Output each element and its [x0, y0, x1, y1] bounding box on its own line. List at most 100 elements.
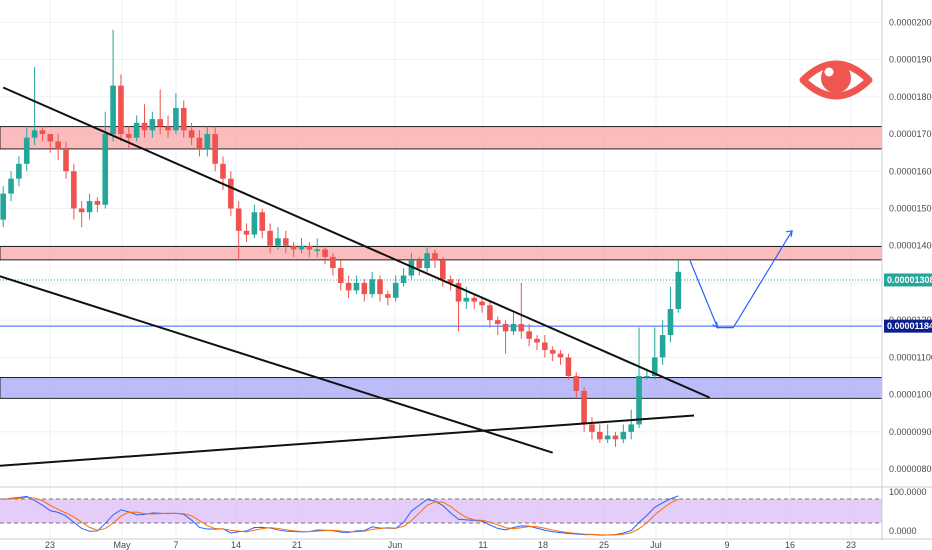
candle-body: [667, 309, 674, 336]
candle-body: [133, 122, 140, 138]
eye-icon: [799, 60, 873, 100]
candle-body: [251, 212, 258, 235]
price-tick-label: 0.00001400: [889, 241, 932, 251]
price-tick-label: 0.00001000: [889, 390, 932, 400]
candle-body: [400, 275, 407, 283]
projection-arrowhead: [712, 321, 719, 329]
candle-body: [589, 424, 595, 432]
candle-body: [110, 85, 116, 135]
candle-body: [353, 282, 360, 291]
candle-body: [23, 137, 30, 164]
candle-body: [157, 119, 163, 127]
candle-body: [542, 342, 548, 350]
candle-body: [447, 279, 454, 283]
candle-body: [275, 238, 281, 246]
date-tick-label: 23: [846, 540, 856, 550]
candle-body: [534, 338, 540, 343]
stoch-tick-label: 0.0000: [889, 526, 917, 536]
date-tick-label: 16: [785, 540, 795, 550]
candle-body: [78, 208, 85, 213]
candle-body: [636, 376, 642, 425]
date-tick-label: 21: [292, 540, 302, 550]
price-tick-label: 0.00002000: [889, 17, 932, 27]
price-tick-label: 0.00000800: [889, 464, 932, 474]
candle-body: [173, 107, 179, 131]
stoch-k-line: [3, 495, 679, 536]
price-tick-label: 0.00000900: [889, 427, 932, 437]
candle-body: [440, 260, 446, 280]
candle-body: [432, 253, 438, 261]
candle-body: [118, 85, 124, 135]
date-tick-label: 18: [538, 540, 548, 550]
candle-body: [86, 201, 93, 213]
projection-arrowhead: [786, 230, 793, 237]
candle-body: [126, 134, 132, 138]
candle-body: [494, 320, 501, 324]
candle-body: [644, 376, 650, 378]
candle-body: [628, 424, 634, 432]
date-tick-label: 9: [724, 540, 729, 550]
candle-body: [581, 390, 587, 425]
eye-iris: [821, 63, 851, 93]
candle-body: [392, 282, 399, 298]
candle-body: [597, 431, 603, 440]
price-tick-label: 0.00001700: [889, 129, 932, 139]
candle-body: [235, 208, 242, 231]
candle-body: [659, 335, 666, 358]
date-tick-label: Jul: [650, 540, 662, 550]
blue-level-tag: [884, 319, 932, 333]
stoch-d-line: [3, 496, 679, 536]
candle-body: [526, 331, 532, 339]
candle-body: [16, 163, 22, 179]
candle-body: [0, 193, 6, 220]
eye-highlight: [824, 67, 834, 77]
candle-body: [306, 245, 313, 250]
candle-body: [424, 253, 430, 269]
candle-body: [408, 260, 415, 276]
candle-body: [502, 323, 509, 332]
candle-body: [259, 212, 266, 231]
candle-body: [212, 134, 218, 164]
candle-body: [102, 134, 109, 205]
candle-body: [377, 279, 383, 295]
date-tick-label: 25: [599, 540, 609, 550]
candle-body: [204, 134, 211, 149]
candle-body: [243, 230, 250, 235]
date-tick-label: 14: [231, 540, 241, 550]
blue-level-label: 0.00001184: [887, 321, 932, 331]
last-price-label: 0.00001308: [887, 275, 932, 285]
candle-body: [487, 305, 493, 321]
price-axis: 0.00002000 0.00001900 0.00001800 0.00001700…: [881, 0, 932, 540]
date-tick-label: 7: [173, 540, 178, 550]
last-price-tag: [884, 273, 932, 287]
candle-body: [675, 271, 682, 310]
time-axis: 23 May 7 14 21 Jun 11 18 25 Jul 9 16 23: [0, 538, 932, 550]
price-tick-label: 0.00001900: [889, 55, 932, 65]
candle-body: [94, 201, 101, 205]
trendlines: [0, 86, 793, 467]
candle-body: [557, 353, 564, 358]
candle-body: [298, 245, 305, 250]
trendline: [0, 275, 554, 454]
resistance-zone-lower: [0, 245, 883, 261]
price-zones: [0, 126, 883, 399]
candle-body: [573, 376, 580, 391]
price-tick-label: 0.00001800: [889, 92, 932, 102]
candle-body: [416, 260, 423, 269]
candle-body: [330, 256, 336, 269]
date-tick-label: 23: [45, 540, 55, 550]
price-tick-label: 0.00001500: [889, 203, 932, 213]
projection-path: [689, 230, 793, 329]
candle-body: [283, 238, 289, 246]
date-tick-label: Jun: [388, 540, 403, 550]
candle-body: [63, 148, 69, 172]
price-tick-label: 0.00001600: [889, 166, 932, 176]
candle-body: [71, 171, 77, 209]
date-tick-label: May: [113, 540, 131, 550]
stochastic-panel: [0, 486, 932, 536]
eye-outline: [799, 60, 873, 100]
candle-body: [180, 107, 187, 131]
candle-body: [549, 349, 556, 354]
candle-body: [290, 245, 297, 250]
